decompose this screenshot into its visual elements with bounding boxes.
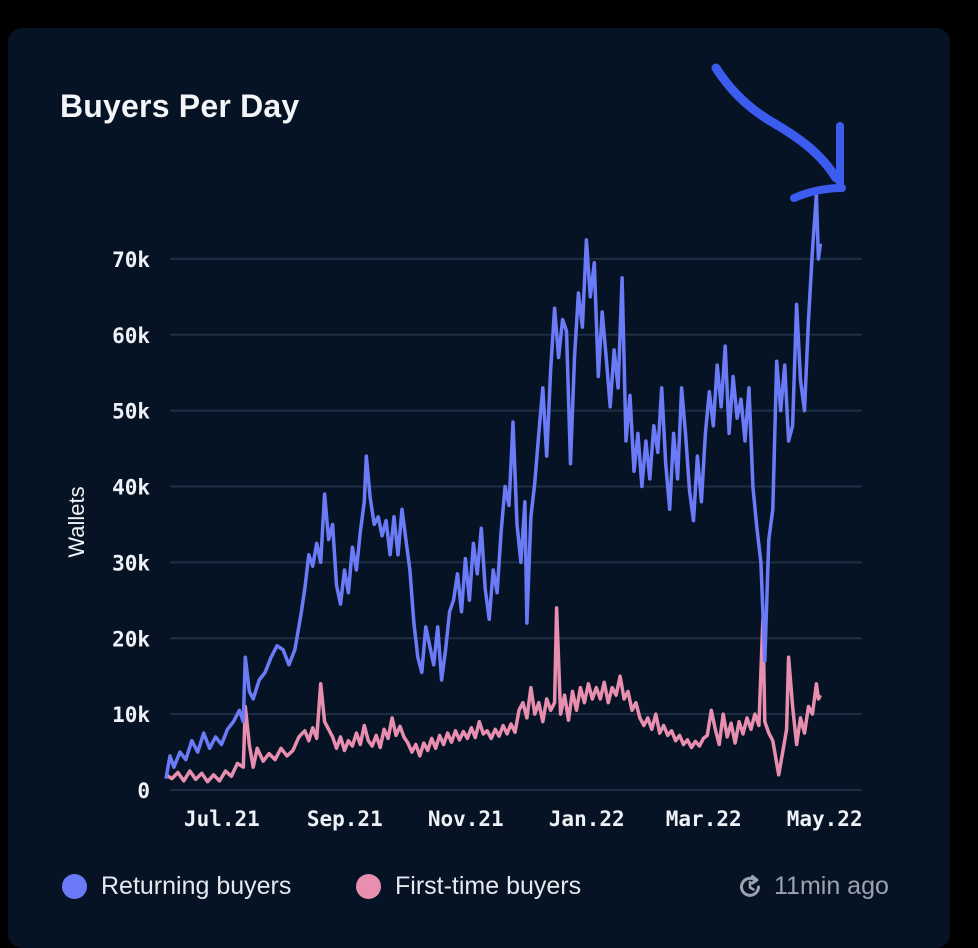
first-time-legend-swatch — [356, 874, 381, 899]
y-tick-label: 30k — [112, 551, 150, 575]
chart-card — [8, 28, 950, 948]
returning-legend-label: Returning buyers — [101, 872, 292, 900]
y-tick-label: 0 — [137, 779, 150, 803]
y-axis-ticks: 0 10k 20k 30k 40k 50k 60k 70k — [112, 248, 150, 803]
first-time-legend-label: First-time buyers — [395, 872, 582, 900]
y-axis-label: Wallets — [64, 486, 89, 557]
gridlines — [170, 257, 862, 791]
x-tick-label: Sep.21 — [307, 807, 383, 831]
chart-title: Buyers Per Day — [60, 88, 300, 124]
returning-buyers-line — [164, 192, 823, 779]
y-tick-label: 20k — [112, 627, 150, 651]
last-updated-text: 11min ago — [774, 872, 889, 900]
y-tick-label: 70k — [112, 248, 150, 272]
legend-item-returning[interactable]: Returning buyers — [62, 872, 291, 901]
y-tick-label: 50k — [112, 400, 150, 424]
x-tick-label: Jul.21 — [184, 807, 260, 831]
hand-drawn-arrow-icon — [711, 63, 846, 202]
legend-item-first-time[interactable]: First-time buyers — [356, 872, 581, 901]
x-axis-ticks: Jul.21 Sep.21 Nov.21 Jan.22 Mar.22 May.22 — [184, 807, 863, 831]
returning-legend-swatch — [62, 874, 87, 899]
x-tick-label: Jan.22 — [549, 807, 625, 831]
y-tick-label: 60k — [112, 324, 150, 348]
clock-refresh-icon — [740, 874, 760, 897]
x-tick-label: Mar.22 — [666, 807, 742, 831]
x-tick-label: Nov.21 — [428, 807, 504, 831]
series-lines — [164, 192, 823, 784]
last-updated: 11min ago — [736, 872, 889, 901]
first-time-buyers-line — [165, 606, 822, 784]
y-tick-label: 10k — [112, 703, 150, 727]
x-tick-label: May.22 — [787, 807, 863, 831]
y-tick-label: 40k — [112, 476, 150, 500]
